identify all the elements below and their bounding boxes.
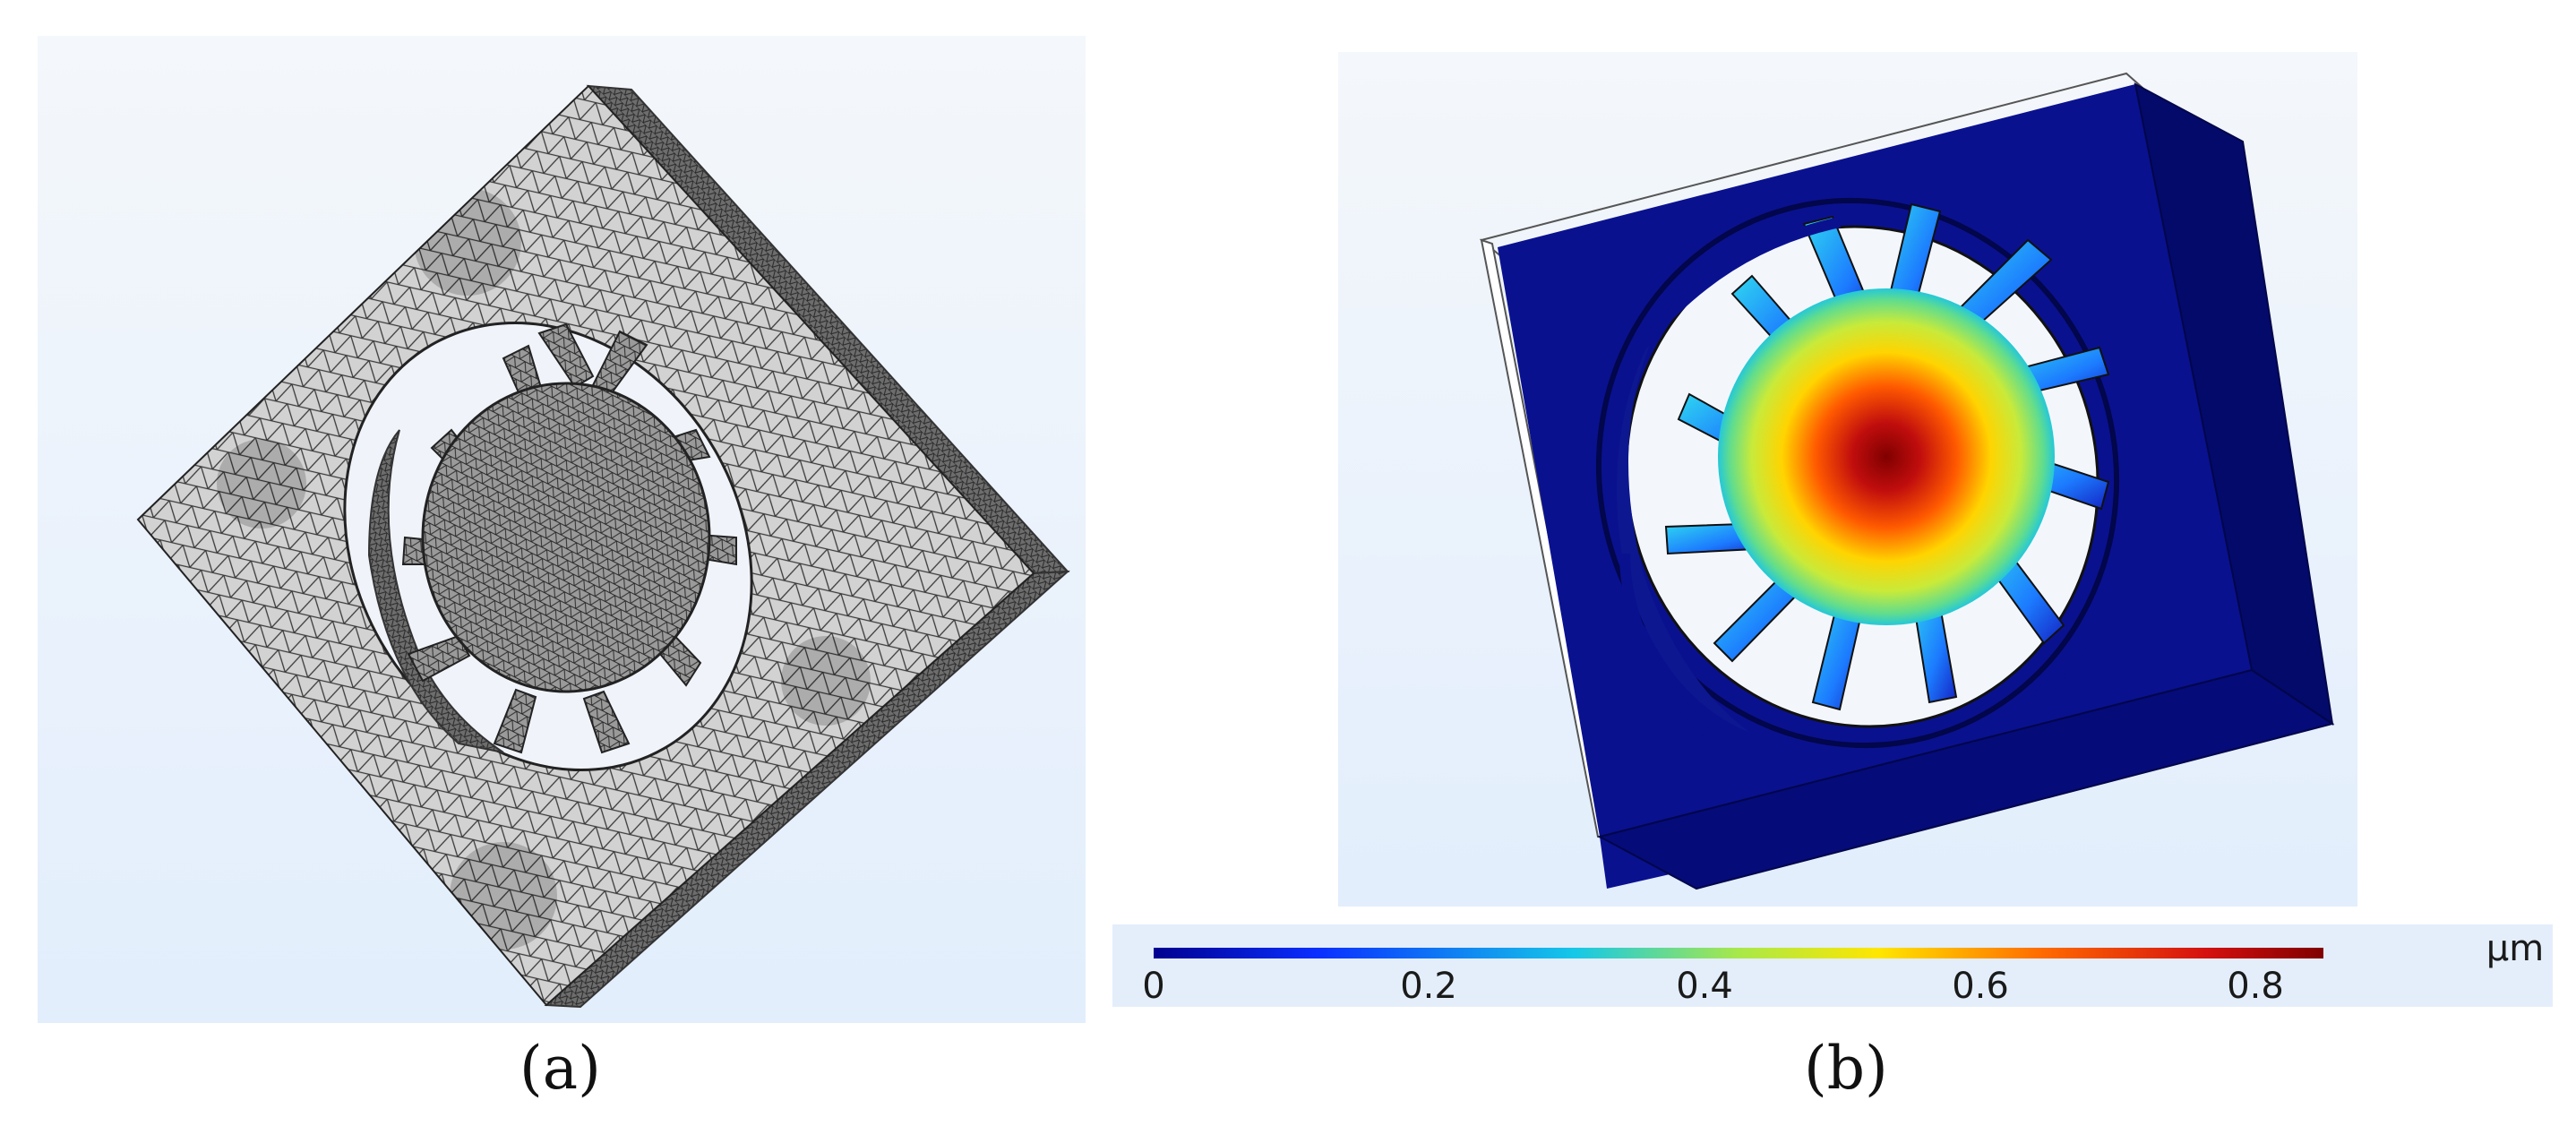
central-mass-displacement [1718,288,2055,625]
panel-b-displacement-view [1338,52,2357,907]
colorbar-tick-4: 0.8 [2227,966,2284,1007]
mesh-figure [38,36,1086,1023]
ring-ribs [1619,217,2132,737]
colorbar: 0 0.2 0.4 0.6 0.8 µm [1112,924,2553,1007]
caption-a: (a) [519,1034,601,1103]
caption-b: (b) [1804,1034,1888,1103]
cutout-inner-wall [367,429,504,753]
colorbar-unit: µm [2486,928,2544,969]
frame-bottom-side [1597,668,2335,890]
colorbar-tick-0: 0 [1142,966,1164,1007]
colorbar-graphic: 0 0.2 0.4 0.6 0.8 µm [1142,928,2544,1007]
panel-a-mesh-view [38,36,1086,1023]
colorbar-tick-2: 0.4 [1676,966,1733,1007]
central-mass-disc [421,382,711,693]
cutout-shadow-wall [1617,321,1750,733]
colorbar-tick-3: 0.6 [1952,966,2009,1007]
colorbar-gradient [1154,948,2323,958]
displacement-figure [1338,52,2357,907]
colorbar-tick-1: 0.2 [1400,966,1457,1007]
